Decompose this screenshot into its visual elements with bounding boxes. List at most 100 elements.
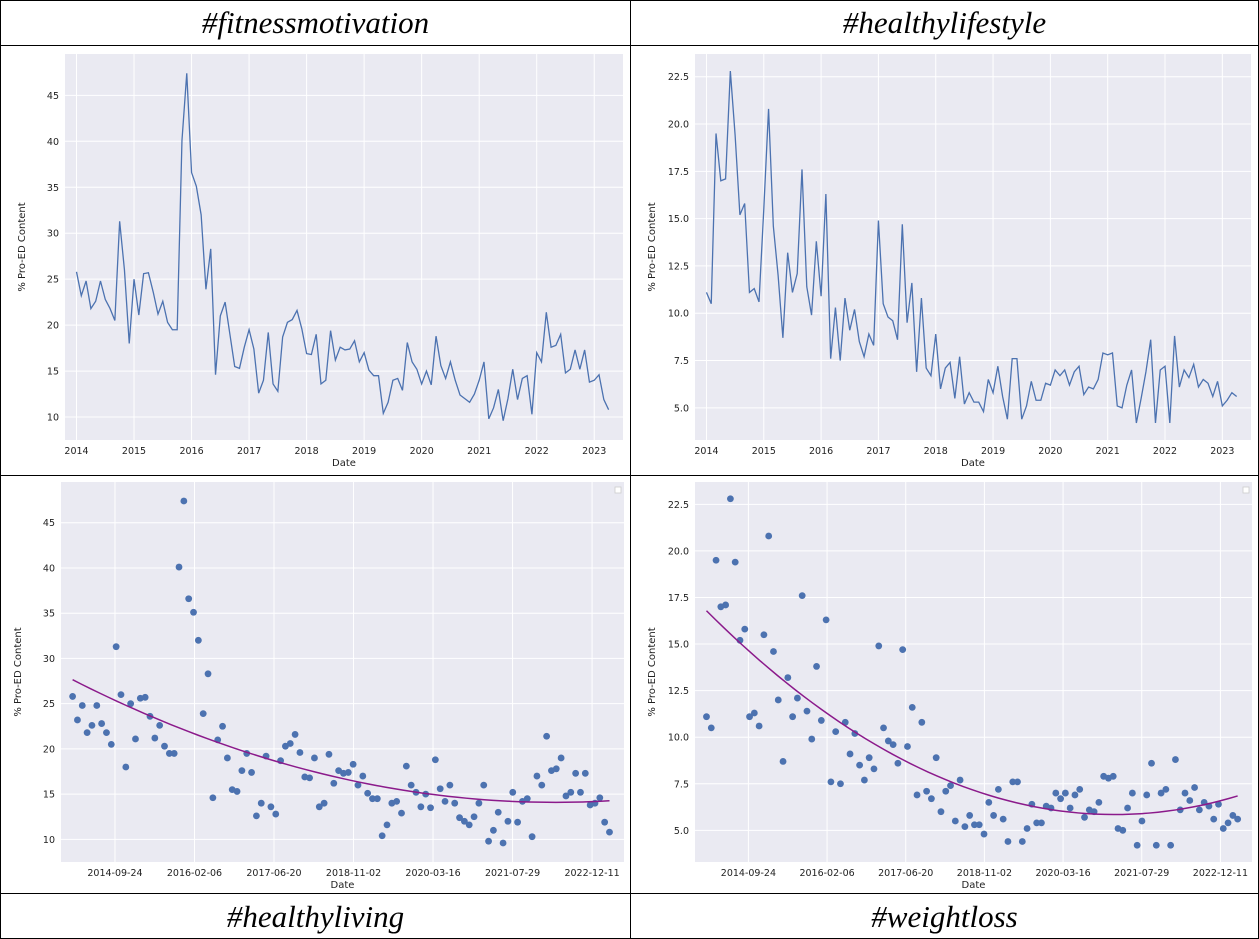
data-point: [320, 799, 328, 807]
x-tick-label: 2022-12-11: [1193, 868, 1248, 879]
data-point: [1195, 806, 1203, 814]
plot-area: [65, 54, 623, 440]
y-axis-label: % Pro-ED Content: [17, 202, 28, 291]
x-tick-label: 2018-11-02: [957, 868, 1012, 879]
data-point: [286, 740, 294, 747]
data-point: [798, 592, 806, 600]
data-point: [971, 821, 978, 829]
data-point: [407, 781, 415, 789]
x-tick-label: 2016-02-06: [799, 868, 854, 879]
x-tick-label: 2018: [295, 446, 319, 457]
data-point: [88, 721, 96, 729]
data-point: [1052, 789, 1060, 797]
data-point: [1061, 789, 1069, 797]
x-tick-label: 2021: [467, 446, 491, 457]
y-tick-label: 35: [47, 183, 59, 194]
data-point: [994, 785, 1002, 793]
table-border-left: [0, 0, 1, 939]
legend-box: [1242, 486, 1250, 494]
data-point: [581, 769, 589, 777]
data-point: [770, 648, 777, 655]
data-point: [475, 799, 483, 807]
data-point: [465, 821, 473, 829]
data-point: [272, 810, 280, 818]
y-tick-label: 15: [43, 790, 55, 801]
data-point: [1186, 797, 1194, 804]
data-point: [485, 837, 492, 845]
data-point: [966, 812, 974, 819]
data-point: [1009, 778, 1017, 786]
y-tick-label: 10.0: [668, 733, 689, 744]
data-point: [369, 795, 376, 803]
data-point: [1224, 819, 1232, 827]
y-tick-label: 15.0: [668, 214, 689, 225]
x-tick-label: 2014-09-24: [87, 868, 142, 879]
data-point: [727, 495, 734, 503]
data-point: [325, 750, 333, 758]
data-point: [238, 767, 246, 775]
data-point: [132, 735, 139, 743]
y-tick-label: 40: [47, 137, 59, 148]
data-point: [860, 776, 868, 784]
x-tick-label: 2020-03-16: [1035, 868, 1090, 879]
data-point: [832, 728, 840, 736]
data-point: [504, 817, 512, 825]
y-tick-label: 45: [43, 518, 55, 529]
x-tick-label: 2018-11-02: [326, 868, 381, 879]
data-point: [572, 769, 580, 777]
data-point: [817, 717, 825, 724]
x-tick-label: 2016: [809, 446, 833, 457]
data-point: [601, 818, 609, 826]
data-point: [1219, 825, 1227, 832]
data-point: [1191, 784, 1198, 791]
data-point: [383, 821, 391, 829]
data-point: [774, 696, 782, 704]
y-tick-label: 7.5: [674, 356, 689, 367]
y-tick-label: 22.5: [668, 72, 689, 83]
data-point: [1124, 804, 1131, 812]
data-point: [1057, 795, 1064, 803]
x-tick-label: 2022-12-11: [564, 868, 619, 879]
data-point: [74, 716, 81, 724]
series-line: [75, 73, 610, 421]
data-point: [1081, 813, 1088, 821]
data-point: [947, 782, 954, 790]
data-point: [451, 799, 459, 807]
data-point: [364, 789, 372, 797]
data-point: [755, 722, 763, 730]
data-point: [103, 729, 110, 737]
data-point: [175, 563, 183, 571]
x-axis-label: Date: [961, 458, 985, 469]
data-point: [315, 803, 323, 811]
x-tick-label: 2020-03-16: [405, 868, 460, 879]
series-line: [705, 70, 1238, 424]
table-border-row3: [0, 893, 1259, 894]
x-axis-label: Date: [332, 458, 356, 469]
data-point: [460, 817, 468, 825]
data-point: [330, 779, 338, 787]
data-point: [884, 737, 892, 745]
data-point: [837, 780, 844, 788]
data-point: [1004, 838, 1012, 845]
y-tick-label: 22.5: [668, 500, 689, 511]
data-point: [1210, 815, 1218, 823]
x-tick-label: 2021-07-29: [485, 868, 540, 879]
data-point: [985, 798, 993, 806]
data-point: [1014, 778, 1021, 786]
legend-box: [614, 486, 622, 494]
y-tick-label: 12.5: [668, 686, 689, 697]
y-tick-label: 17.5: [668, 167, 689, 178]
y-tick-label: 7.5: [674, 779, 689, 790]
data-point: [93, 702, 101, 709]
data-point: [1234, 815, 1242, 823]
table-border-row1: [0, 45, 1259, 46]
data-point: [722, 601, 730, 609]
x-tick-label: 2017-06-20: [246, 868, 301, 879]
data-point: [354, 781, 362, 789]
data-point: [528, 833, 536, 841]
data-point: [870, 765, 878, 773]
x-tick-label: 2019: [981, 446, 1005, 457]
data-point: [402, 762, 410, 770]
data-point: [1167, 841, 1175, 849]
